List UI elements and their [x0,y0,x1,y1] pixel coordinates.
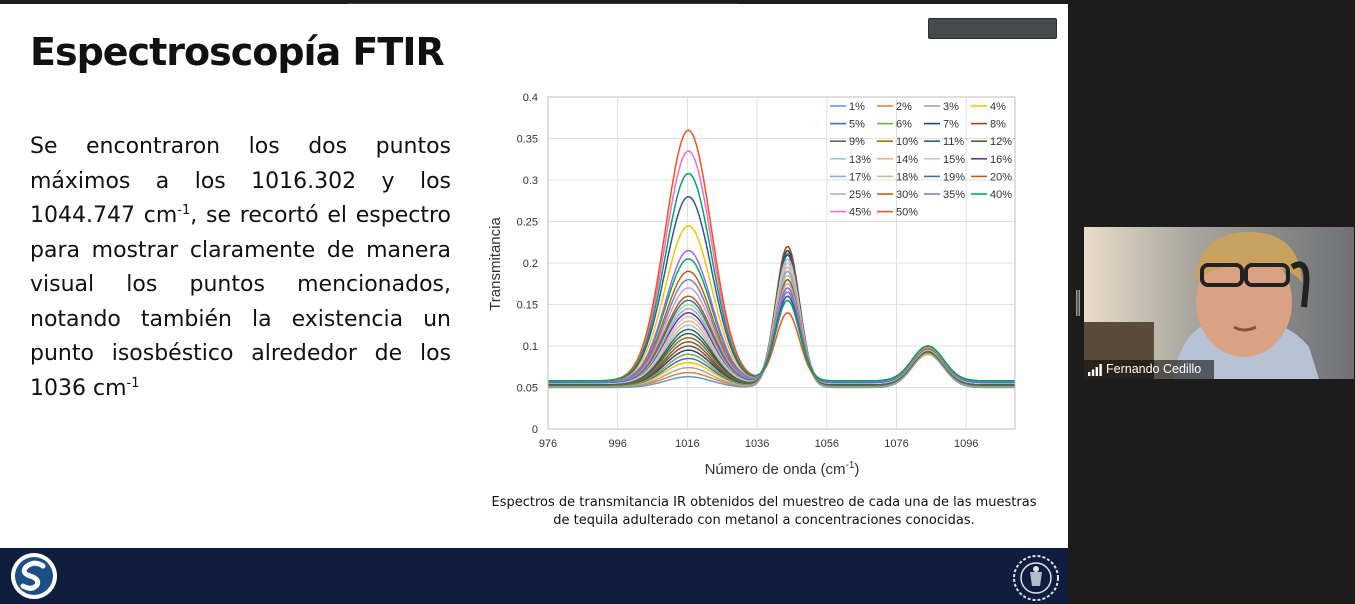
chart-series [548,129,1015,389]
participant-video [1084,227,1354,379]
y-tick-label: 0.2 [523,258,538,270]
x-axis-label-end: ) [854,461,859,478]
signal-bars-icon [1088,364,1102,376]
legend-label: 3% [943,101,959,113]
y-tick-label: 0 [532,424,538,436]
x-tick-label: 1096 [954,438,978,450]
x-tick-label: 1056 [815,438,839,450]
legend-label: 40% [990,189,1012,201]
y-tick-label: 0.05 [517,383,538,395]
legend-label: 12% [990,136,1012,148]
x-tick-label: 976 [539,438,557,450]
s-logo-icon [11,553,57,599]
legend-label: 18% [896,171,918,183]
legend-label: 9% [849,136,865,148]
slide-body-text: Se encontraron los dos puntos máximos a … [30,130,451,406]
y-tick-label: 0.4 [523,92,538,104]
figure-caption: Espectros de transmitancia IR obtenidos … [491,495,1037,528]
legend-label: 1% [849,101,865,113]
x-tick-label: 996 [609,438,627,450]
legend-label: 7% [943,119,959,131]
unit-superscript: -1 [126,375,140,391]
legend-label: 30% [896,189,918,201]
body-text-part-1: Se encontraron los dos puntos máximos a … [30,134,451,228]
y-tick-label: 0.15 [517,300,538,312]
legend-label: 17% [849,171,871,183]
chart-axes: 0 0.05 0.1 0.15 0.2 0.25 0.3 0.35 0.4 976 996 1016 1… [517,92,1016,450]
legend-label: 16% [990,154,1012,166]
series-line [548,172,1015,382]
legend-label: 8% [990,119,1006,131]
legend-label: 2% [896,101,912,113]
y-axis-label: Transmitancia [487,217,504,311]
legend-label: 4% [990,101,1006,113]
legend-label: 35% [943,189,965,201]
legend-label: 6% [896,119,912,131]
unit-superscript: -1 [177,203,191,218]
legend-label: 45% [849,207,871,219]
x-tick-label: 1076 [884,438,908,450]
ftir-chart: 0 0.05 0.1 0.15 0.2 0.25 0.3 0.35 0.4 976 996 1016 1… [487,92,1016,478]
participant-name: Fernando Cedillo [1106,362,1202,376]
slide-title: Espectroscopía FTIR [30,30,445,74]
screen-share-control[interactable] [928,18,1057,39]
y-tick-label: 0.25 [517,217,538,229]
x-axis-label-sup: -1 [846,460,855,471]
participant-video-tile[interactable]: Fernando Cedillo [1084,227,1354,379]
legend-label: 25% [849,189,871,201]
legend-label: 20% [990,171,1012,183]
x-tick-label: 1016 [675,438,699,450]
y-tick-label: 0.3 [523,175,538,187]
slide-footer [0,548,1068,604]
x-tick-label: 1036 [745,438,769,450]
legend-label: 15% [943,154,965,166]
university-seal-icon [1013,555,1059,601]
body-text-part-2: , se recortó el espectro para mostrar cl… [30,203,451,401]
legend-label: 5% [849,119,865,131]
y-tick-label: 0.35 [517,134,538,146]
legend-label: 11% [943,136,964,148]
x-axis-label: Número de onda (cm-1) [705,460,860,478]
panel-resize-handle[interactable] [1076,290,1080,316]
chart-legend: 1% 2% 3% 4% 5% 6% 7% 8% 9% 10% 11% 12% 13% 14% 15% 16% 1… [830,101,1012,219]
legend-label: 19% [943,171,965,183]
plot-area-border [547,96,1016,430]
legend-label: 10% [896,136,918,148]
presentation-slide: Espectroscopía FTIR Se encontraron los d… [0,4,1068,604]
x-axis-label-text: Número de onda (cm [705,461,846,478]
legend-label: 13% [849,154,871,166]
legend-label: 14% [896,154,918,166]
y-tick-label: 0.1 [523,341,538,353]
participant-name-bar: Fernando Cedillo [1084,360,1214,379]
legend-label: 50% [896,207,918,219]
